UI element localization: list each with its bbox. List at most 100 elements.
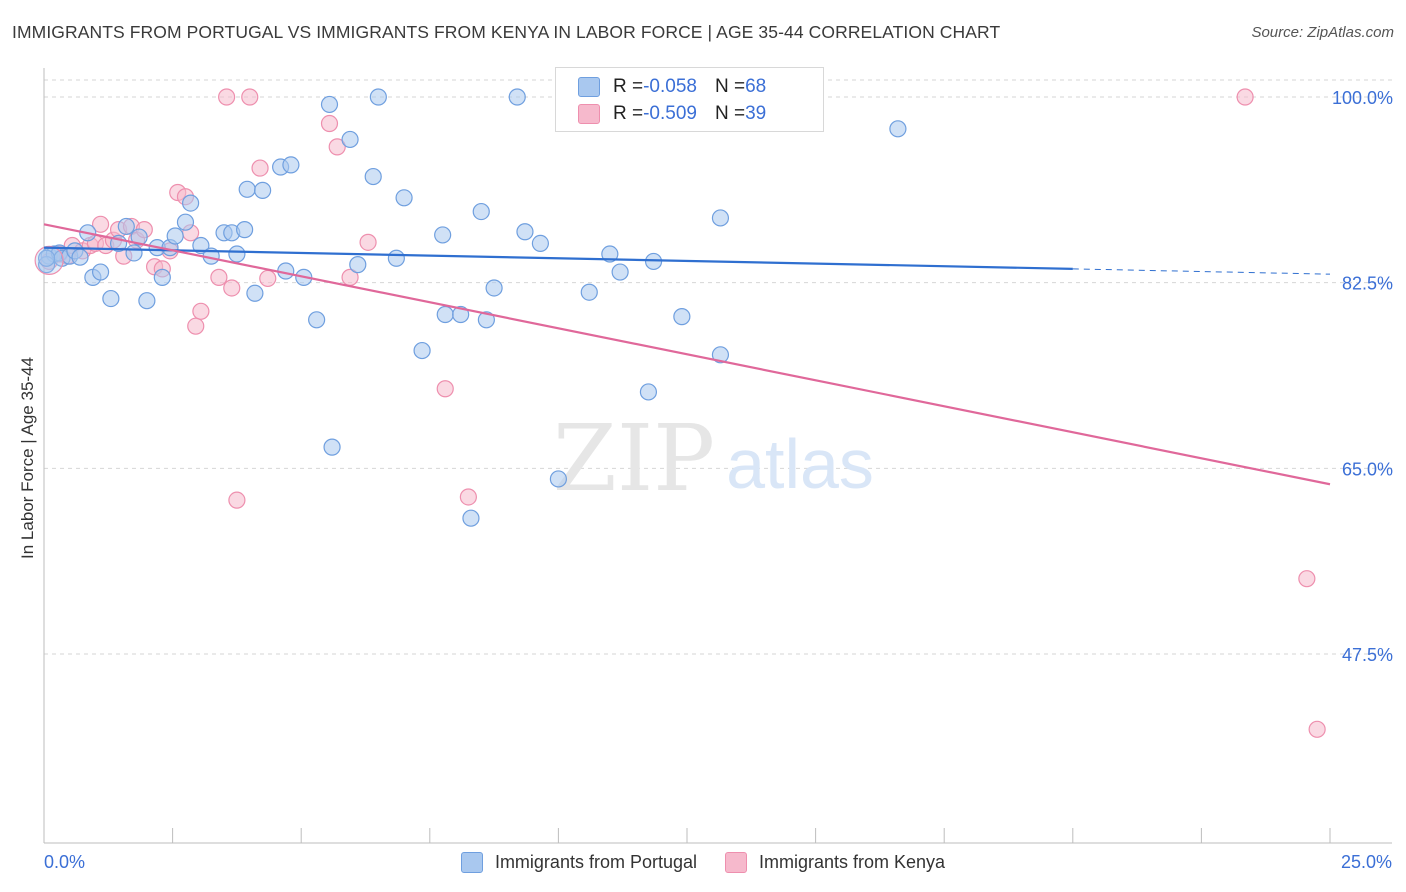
portugal-point xyxy=(153,268,171,286)
series-legend: Immigrants from Portugal Immigrants from… xyxy=(0,852,1406,873)
r-value: -0.509 xyxy=(643,103,697,124)
legend-label: Immigrants from Kenya xyxy=(759,852,946,872)
portugal-point xyxy=(71,248,89,266)
trend-lines xyxy=(43,223,1331,486)
n-label: N = xyxy=(714,103,746,124)
portugal-point xyxy=(452,305,470,324)
watermark: ZIP atlas xyxy=(553,405,874,512)
portugal-point xyxy=(125,244,143,262)
portugal-point xyxy=(364,167,382,186)
portugal-point xyxy=(130,228,148,246)
n-value: 39 xyxy=(745,103,767,124)
x-tick-label-max: 25.0% xyxy=(1340,852,1392,872)
kenya-point xyxy=(192,302,210,320)
portugal-point xyxy=(369,88,387,106)
portugal-point xyxy=(434,226,452,244)
kenya-point xyxy=(459,488,477,506)
n-value: 68 xyxy=(745,76,767,97)
kenya-point xyxy=(241,88,259,106)
portugal-point xyxy=(462,509,480,527)
portugal-point xyxy=(236,221,254,239)
kenya-point xyxy=(251,159,269,177)
portugal-point xyxy=(102,289,120,308)
portugal-point xyxy=(644,252,663,271)
y-tick-label: 82.5% xyxy=(1342,274,1393,294)
grid-lines xyxy=(44,79,1392,655)
y-tick-label: 47.5% xyxy=(1342,645,1393,665)
y-tick-labels: 47.5% 65.0% 82.5% 100.0% xyxy=(1332,88,1393,665)
portugal-point xyxy=(413,341,431,360)
r-value: -0.058 xyxy=(643,76,697,97)
kenya-point xyxy=(1236,88,1254,106)
overlap-cluster-point xyxy=(34,245,64,275)
kenya-point xyxy=(187,317,205,335)
portugal-point xyxy=(711,209,730,227)
portugal-swatch-icon xyxy=(578,77,600,97)
stats-row-portugal: R = -0.058 N = 68 xyxy=(578,74,766,100)
portugal-swatch-icon xyxy=(460,852,483,873)
kenya-point xyxy=(1298,570,1316,588)
kenya-point xyxy=(359,233,377,251)
kenya-point xyxy=(210,268,228,286)
portugal-point xyxy=(477,311,495,329)
portugal-point xyxy=(282,156,300,174)
portugal-point xyxy=(611,263,629,281)
kenya-point xyxy=(91,215,110,233)
kenya-point xyxy=(228,491,246,509)
portugal-point xyxy=(508,88,526,106)
stats-legend: R = -0.058 N = 68 R = -0.509 N = 39 xyxy=(555,67,824,132)
portugal-point xyxy=(176,213,195,231)
portugal-point xyxy=(531,234,549,253)
portugal-point xyxy=(308,311,326,329)
kenya-point xyxy=(1308,720,1326,738)
portugal-point xyxy=(889,120,907,138)
watermark-atlas: atlas xyxy=(726,425,874,503)
kenya-point xyxy=(320,114,339,133)
portugal-point xyxy=(549,470,568,488)
portugal-point xyxy=(349,256,367,274)
source-label: Source: ZipAtlas.com xyxy=(1251,24,1394,41)
portugal-point xyxy=(246,284,264,302)
portugal-point xyxy=(485,279,503,297)
chart-title: IMMIGRANTS FROM PORTUGAL VS IMMIGRANTS F… xyxy=(12,22,1001,42)
portugal-point xyxy=(436,305,454,324)
kenya-point xyxy=(223,279,241,297)
n-label: N = xyxy=(714,76,746,97)
portugal-point xyxy=(238,180,256,198)
legend-item-kenya: Immigrants from Kenya xyxy=(725,852,945,873)
kenya-point xyxy=(218,88,236,106)
portugal-point xyxy=(711,346,730,364)
kenya-trend-line xyxy=(43,223,1331,486)
portugal-point xyxy=(673,308,691,326)
portugal-point xyxy=(166,227,184,245)
portugal-point xyxy=(341,130,359,149)
axes xyxy=(43,68,1392,844)
portugal-point xyxy=(580,283,598,301)
y-tick-label: 65.0% xyxy=(1342,459,1393,479)
portugal-trend-extension xyxy=(1072,268,1331,275)
portugal-point xyxy=(37,249,56,267)
portugal-point xyxy=(138,292,156,310)
portugal-point xyxy=(192,236,210,255)
portugal-trend-line xyxy=(43,246,1073,270)
r-label: R = xyxy=(613,103,644,124)
portugal-point xyxy=(601,245,619,263)
portugal-point xyxy=(91,263,110,281)
portugal-point xyxy=(117,217,135,236)
portugal-point xyxy=(182,194,200,212)
legend-item-portugal: Immigrants from Portugal xyxy=(460,852,697,873)
kenya-swatch-icon xyxy=(578,104,600,124)
kenya-point xyxy=(259,269,277,288)
y-tick-label: 100.0% xyxy=(1332,88,1393,108)
r-label: R = xyxy=(613,76,644,97)
portugal-point xyxy=(323,438,341,456)
portugal-point xyxy=(228,245,246,263)
stats-row-kenya: R = -0.509 N = 39 xyxy=(578,101,766,127)
portugal-point xyxy=(254,181,272,199)
legend-label: Immigrants from Portugal xyxy=(494,852,697,872)
portugal-point xyxy=(472,202,490,221)
kenya-point xyxy=(328,138,346,156)
portugal-point xyxy=(516,223,534,241)
x-tick-label-min: 0.0% xyxy=(44,852,86,872)
